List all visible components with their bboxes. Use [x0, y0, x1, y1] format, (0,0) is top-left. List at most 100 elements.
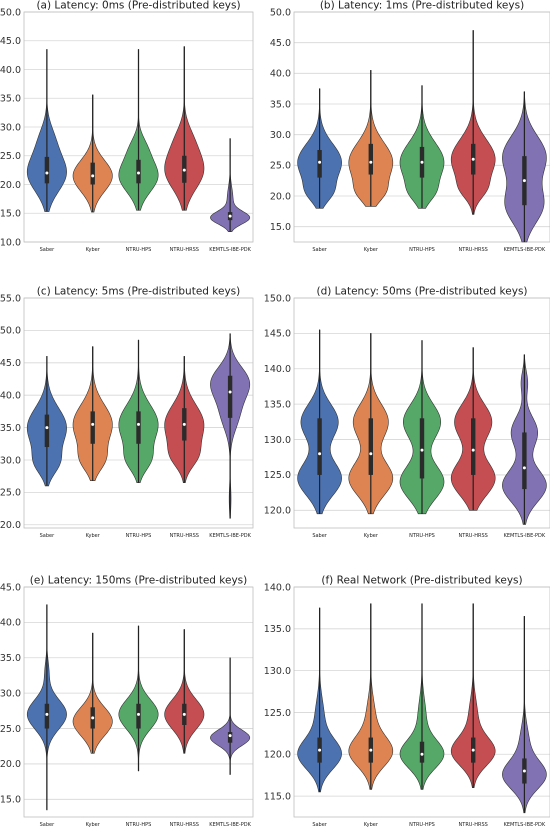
x-tick-label: Saber [312, 533, 327, 539]
y-tick-label: 140.0 [264, 582, 291, 593]
iqr-box [227, 732, 233, 743]
iqr-box [317, 418, 322, 475]
y-tick-label: 35.0 [0, 94, 21, 105]
iqr-box [419, 418, 425, 479]
median-marker [420, 160, 424, 164]
y-tick-label: 40.0 [0, 65, 21, 76]
chart-panel: 115.0 120.0 125.0 130.0 135.0 140.0 (f) Real N… [264, 575, 550, 828]
x-tick-label: NTRU-HRSS [459, 247, 488, 253]
iqr-box [419, 741, 425, 763]
median-marker [420, 752, 424, 756]
median-marker [318, 748, 322, 752]
median-marker [91, 422, 95, 426]
median-marker [137, 171, 140, 175]
iqr-box [317, 150, 322, 178]
chart-panel: 10.0 15.0 20.0 25.0 30.0 35.0 40.0 45.0 50.0 (a) … [0, 0, 254, 253]
y-tick-label: 335.0 [0, 653, 21, 664]
y-tick-label: 115.0 [264, 791, 291, 802]
y-tick-label: 50.0 [270, 7, 291, 18]
x-tick-label: NTRU-HPS [409, 822, 435, 828]
y-tick-label: 25.0 [270, 161, 291, 172]
median-marker [369, 452, 373, 456]
x-tick-label: Saber [40, 247, 55, 253]
y-tick-label: 50.0 [0, 326, 21, 337]
y-tick-label: 315.0 [0, 795, 21, 806]
y-tick-label: 20.0 [0, 520, 21, 531]
y-tick-label: 50.0 [0, 7, 21, 18]
median-marker [471, 157, 475, 161]
y-tick-label: 45.0 [0, 36, 21, 47]
x-tick-label: NTRU-HPS [126, 822, 152, 828]
median-marker [228, 214, 232, 218]
y-tick-label: 40.0 [0, 390, 21, 401]
median-marker [45, 426, 49, 430]
median-marker [137, 422, 140, 426]
median-marker [471, 448, 475, 452]
median-marker [45, 171, 49, 175]
median-marker [369, 748, 373, 752]
x-tick-label: Saber [40, 822, 55, 828]
median-marker [228, 390, 232, 394]
x-tick-label: KEMTLS-IBE-PDK [504, 533, 546, 539]
chart-title: (e) Latency: 150ms (Pre-distributed keys… [30, 575, 248, 587]
x-tick-label: NTRU-HRSS [170, 822, 199, 828]
median-marker [318, 452, 322, 456]
y-tick-label: 130.0 [264, 435, 291, 446]
iqr-box [44, 156, 50, 184]
plot-frame [23, 586, 254, 818]
x-tick-label: NTRU-HRSS [170, 533, 199, 539]
x-tick-label: Kyber [364, 533, 379, 539]
iqr-box [368, 418, 373, 475]
median-marker [522, 466, 526, 470]
iqr-box [471, 418, 476, 475]
y-tick-label: 25.0 [0, 151, 21, 162]
y-tick-label: 10.0 [0, 237, 21, 248]
iqr-box [136, 411, 141, 444]
y-tick-label: 135.0 [264, 624, 291, 635]
x-tick-label: Kyber [364, 822, 379, 828]
x-tick-label: KEMTLS-IBE-PDK [209, 533, 251, 539]
y-tick-label: 130.0 [264, 666, 291, 677]
x-tick-label: Saber [312, 247, 327, 253]
y-tick-label: 45.0 [270, 38, 291, 49]
y-tick-label: 35.0 [0, 423, 21, 434]
y-tick-label: 40.0 [270, 69, 291, 80]
x-tick-label: Saber [40, 533, 55, 539]
chart-title: (c) Latency: 5ms (Pre-distributed keys) [37, 286, 240, 298]
chart-panel: 20.0 25.0 30.0 35.0 40.0 45.0 50.0 55.0 (c) Late… [0, 286, 254, 539]
x-tick-label: Kyber [86, 247, 101, 253]
plot-frame [293, 297, 550, 529]
iqr-box [90, 162, 95, 185]
y-tick-label: 15.0 [0, 209, 21, 220]
y-tick-label: 120.0 [264, 750, 291, 761]
x-tick-label: KEMTLS-IBE-PDK [209, 247, 251, 253]
x-tick-label: NTRU-HRSS [459, 822, 488, 828]
y-tick-label: 20.0 [270, 191, 291, 202]
median-marker [182, 168, 186, 172]
iqr-box [522, 432, 527, 490]
iqr-box [368, 143, 373, 175]
plot-frame [293, 586, 550, 818]
y-tick-label: 325.0 [0, 724, 21, 735]
y-tick-label: 125.0 [264, 708, 291, 719]
plot-frame [23, 11, 254, 243]
x-tick-label: Kyber [364, 247, 379, 253]
x-tick-label: Saber [312, 822, 327, 828]
y-tick-label: 15.0 [270, 222, 291, 233]
y-tick-label: 145.0 [264, 329, 291, 340]
x-tick-label: Kyber [86, 822, 101, 828]
y-tick-label: 45.0 [0, 358, 21, 369]
y-tick-label: 20.0 [0, 180, 21, 191]
median-marker [91, 174, 95, 178]
y-tick-label: 135.0 [264, 399, 291, 410]
plot-frame [293, 11, 550, 243]
y-tick-label: 340.0 [0, 618, 21, 629]
iqr-box [44, 414, 50, 448]
plot-frame [23, 297, 254, 529]
iqr-box [227, 375, 233, 418]
iqr-box [44, 703, 50, 729]
x-tick-label: KEMTLS-IBE-PDK [504, 822, 546, 828]
chart-title: (b) Latency: 1ms (Pre-distributed keys) [320, 0, 524, 12]
median-marker [228, 734, 232, 738]
